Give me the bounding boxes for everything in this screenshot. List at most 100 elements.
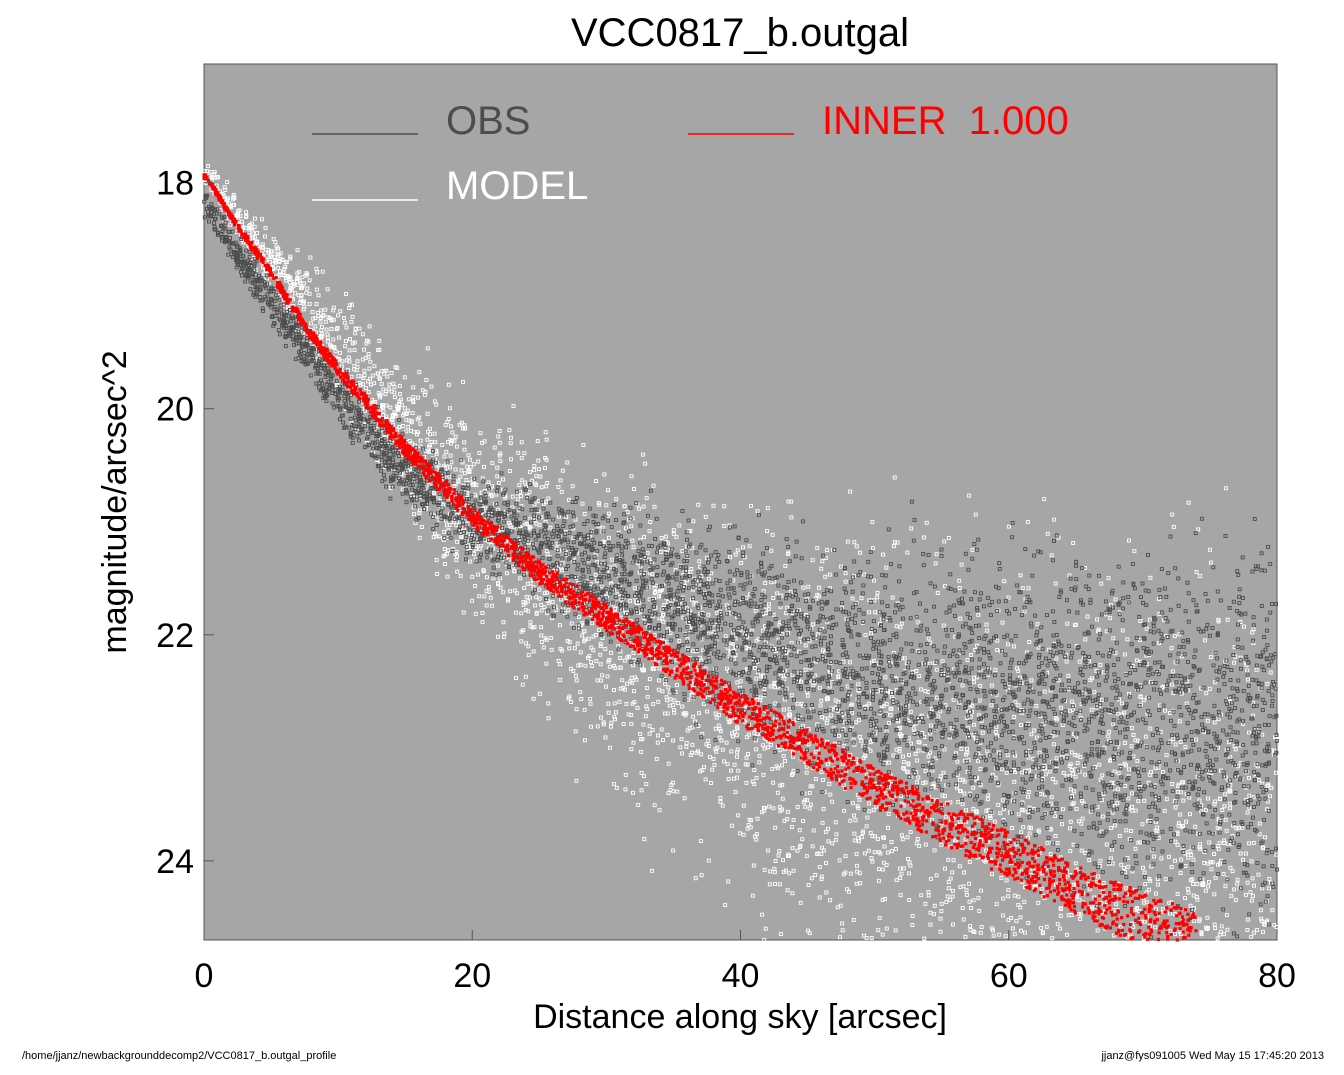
data-point — [1260, 732, 1265, 737]
data-point — [1069, 699, 1074, 704]
data-point — [1249, 898, 1254, 903]
data-point — [350, 341, 355, 346]
data-point — [565, 460, 570, 465]
data-point — [777, 622, 782, 627]
data-point — [642, 837, 647, 842]
data-point — [260, 217, 265, 222]
data-point — [440, 442, 445, 447]
data-point — [391, 422, 396, 427]
data-point — [498, 576, 503, 581]
data-point — [919, 893, 924, 898]
data-point — [1247, 841, 1252, 846]
data-point — [497, 440, 502, 445]
data-point — [367, 366, 372, 371]
data-point — [881, 867, 885, 872]
data-point — [944, 900, 949, 905]
data-point — [1062, 699, 1067, 704]
data-point — [946, 886, 951, 891]
data-point — [228, 222, 233, 227]
data-point — [1174, 801, 1179, 806]
data-point — [1235, 877, 1240, 882]
data-point — [763, 926, 768, 931]
data-point — [1109, 603, 1113, 608]
data-point — [1133, 738, 1138, 743]
data-point — [1194, 570, 1199, 574]
data-point — [943, 794, 947, 799]
data-point — [690, 742, 695, 747]
data-point — [795, 805, 800, 809]
data-point — [1250, 893, 1255, 898]
data-point — [915, 780, 920, 785]
data-point — [969, 905, 974, 910]
data-point — [1079, 848, 1084, 853]
data-point — [1193, 824, 1198, 829]
data-point — [1196, 527, 1201, 532]
data-point — [1179, 654, 1184, 659]
data-point — [572, 646, 577, 651]
data-point — [985, 753, 990, 758]
data-point — [508, 589, 513, 594]
data-point — [1143, 882, 1148, 886]
data-point — [854, 881, 859, 886]
data-point — [830, 799, 835, 804]
data-point — [1018, 915, 1023, 920]
scatter-points — [202, 164, 1279, 942]
data-point — [582, 707, 587, 712]
data-point — [907, 752, 911, 757]
data-point — [486, 585, 491, 589]
data-point — [840, 928, 845, 933]
data-point — [967, 881, 972, 886]
data-point — [1170, 782, 1175, 786]
data-point — [726, 879, 731, 884]
data-point — [513, 610, 518, 615]
data-point — [760, 912, 765, 917]
data-point — [307, 302, 312, 307]
data-point — [595, 724, 600, 729]
data-point — [1018, 675, 1023, 680]
data-point — [891, 753, 896, 758]
data-point — [661, 738, 665, 743]
data-point — [898, 876, 903, 881]
data-point — [943, 866, 947, 871]
data-point — [941, 623, 946, 628]
data-point — [1078, 715, 1083, 720]
data-point — [272, 249, 277, 254]
data-point — [647, 529, 652, 534]
data-point — [950, 870, 955, 875]
data-point — [880, 932, 885, 937]
data-point — [824, 861, 828, 866]
data-point — [823, 650, 828, 655]
data-point — [660, 689, 665, 694]
data-point — [1013, 770, 1018, 775]
data-point — [854, 852, 859, 857]
data-point — [1204, 691, 1209, 696]
data-point — [852, 813, 856, 818]
data-point — [1259, 919, 1264, 924]
data-point — [798, 845, 802, 849]
plot-area — [203, 63, 1278, 941]
data-point — [1111, 722, 1116, 727]
data-point — [707, 755, 712, 760]
data-point — [1186, 855, 1191, 860]
data-point — [411, 395, 416, 399]
data-point — [768, 684, 773, 689]
data-point — [813, 777, 818, 782]
data-point — [395, 427, 400, 432]
data-point — [349, 320, 354, 324]
data-point — [612, 782, 617, 786]
data-point — [1089, 707, 1094, 712]
data-point — [1246, 775, 1251, 780]
data-point — [1252, 930, 1257, 935]
data-point — [808, 802, 813, 807]
data-point — [1098, 858, 1103, 863]
data-point — [869, 855, 874, 860]
data-point — [889, 849, 894, 854]
data-point — [559, 489, 564, 494]
data-point — [573, 673, 578, 678]
data-point — [343, 344, 348, 349]
data-point — [1042, 497, 1047, 502]
data-point — [819, 874, 824, 879]
data-point — [957, 864, 962, 869]
data-point — [212, 170, 217, 174]
data-point — [960, 906, 965, 911]
